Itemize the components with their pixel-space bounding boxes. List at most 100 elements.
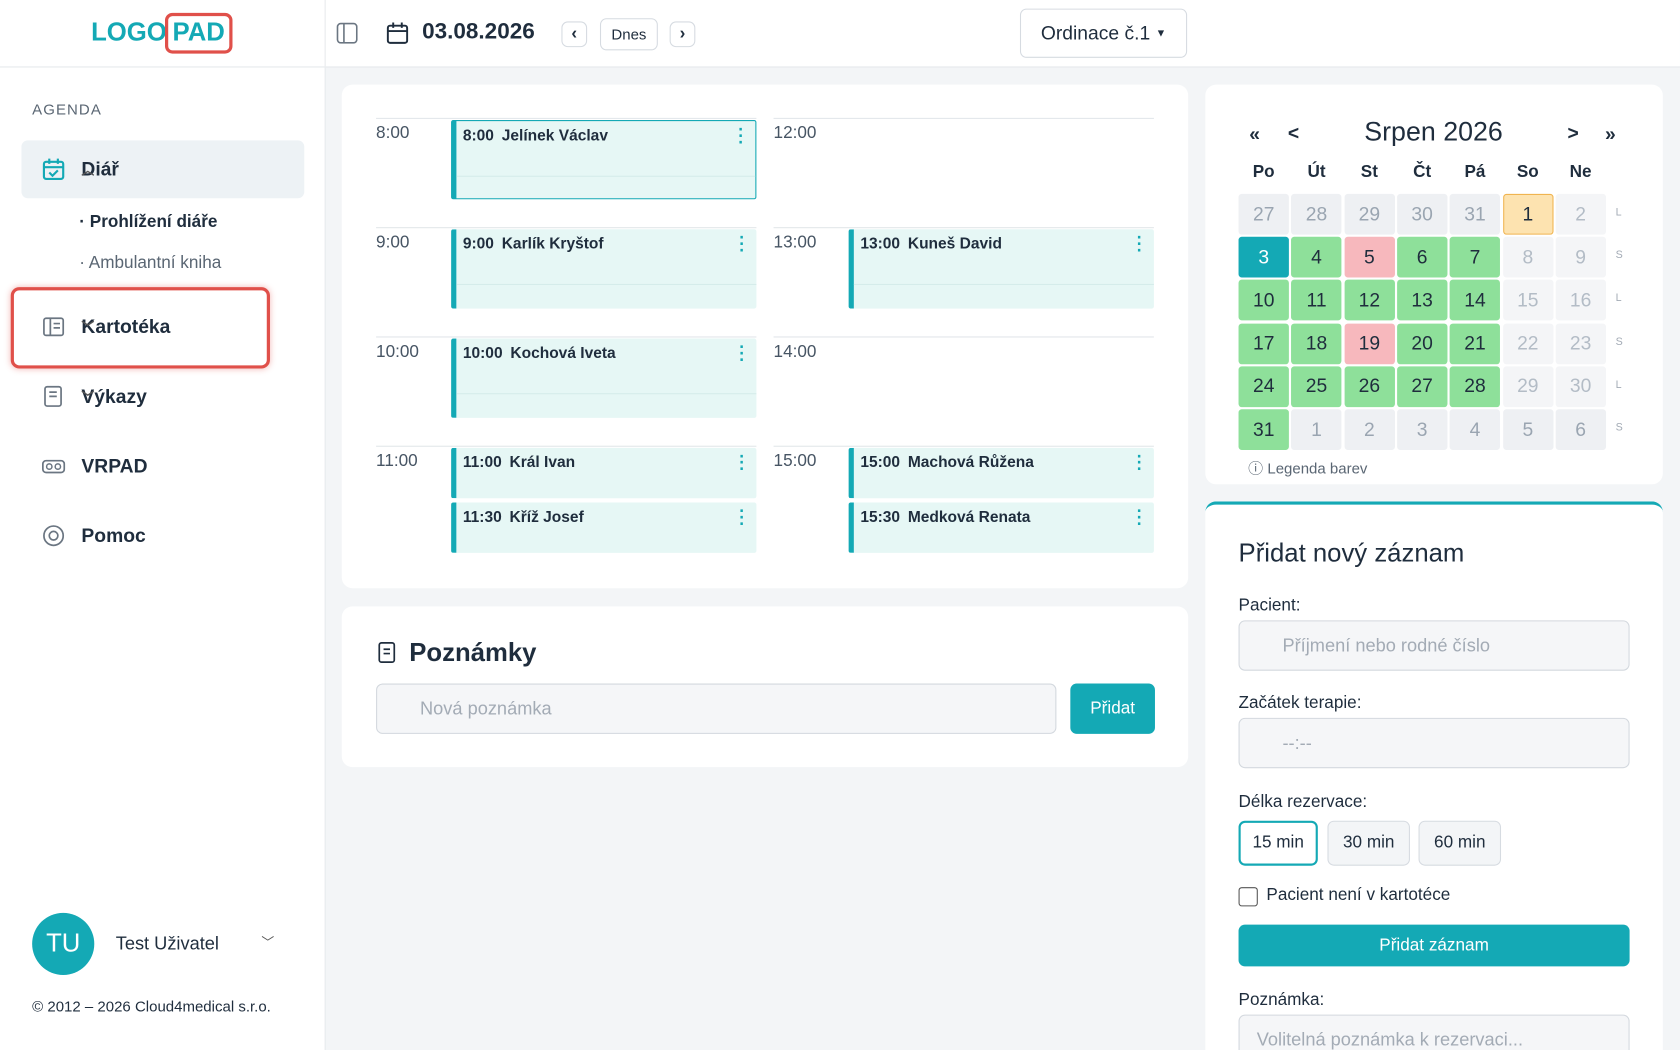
- color-legend[interactable]: ⓘ Legenda barev: [1248, 459, 1368, 477]
- calendar-day[interactable]: 26: [1344, 366, 1395, 407]
- appointment-name: Karlík Kryštof: [501, 235, 604, 253]
- office-select[interactable]: Ordinace č.1 ▼: [1019, 8, 1188, 58]
- checkbox[interactable]: [1238, 887, 1258, 907]
- nav-label: Výkazy: [81, 385, 147, 407]
- nav-item[interactable]: Pomoc: [21, 507, 304, 565]
- calendar-day[interactable]: 1: [1291, 409, 1342, 450]
- avatar[interactable]: TU: [32, 912, 95, 975]
- calendar-day[interactable]: 7: [1449, 236, 1501, 278]
- nav-item[interactable]: Výkazy ﹀: [21, 367, 304, 425]
- calendar-day[interactable]: 2: [1344, 409, 1395, 450]
- more-menu[interactable]: · · ·: [739, 447, 745, 479]
- prev-month[interactable]: <: [1287, 122, 1300, 144]
- checkbox-label[interactable]: Pacient není v kartotéce: [1266, 886, 1451, 905]
- appointment[interactable]: 9:00 Karlík Kryštof · · ·: [451, 229, 757, 309]
- next-month[interactable]: >: [1567, 122, 1579, 144]
- more-menu[interactable]: · · ·: [738, 121, 744, 153]
- calendar-day[interactable]: 22: [1502, 323, 1553, 364]
- calendar-day[interactable]: 5: [1344, 236, 1395, 278]
- calendar-day[interactable]: 21: [1449, 323, 1501, 364]
- week-mark: L: [1615, 379, 1622, 391]
- calendar-day[interactable]: 28: [1449, 366, 1501, 407]
- patient-input[interactable]: Příjmení nebo rodné číslo: [1238, 620, 1630, 671]
- calendar-day[interactable]: 27: [1238, 193, 1289, 235]
- prev-day[interactable]: ‹: [561, 21, 588, 48]
- calendar-day[interactable]: 29: [1502, 366, 1553, 407]
- appointment[interactable]: 11:00 Král Ivan · · ·: [451, 447, 757, 499]
- appointment[interactable]: 10:00 Kochová Iveta · · ·: [451, 338, 757, 418]
- add-note-button[interactable]: Přidat: [1070, 683, 1155, 734]
- nav-item[interactable]: VRPAD: [21, 437, 304, 495]
- calendar-day[interactable]: 31: [1449, 193, 1501, 235]
- calendar-day[interactable]: 2: [1555, 193, 1606, 235]
- calendar-day[interactable]: 1: [1502, 193, 1553, 235]
- calendar-icon[interactable]: [386, 21, 410, 45]
- length-option[interactable]: 30 min: [1327, 820, 1410, 866]
- calendar-day[interactable]: 11: [1291, 280, 1342, 321]
- sub-nav-item[interactable]: · Prohlížení diáře: [79, 213, 218, 232]
- weekday: Ne: [1569, 162, 1592, 182]
- length-option[interactable]: 15 min: [1238, 820, 1318, 866]
- calendar-day[interactable]: 10: [1238, 280, 1289, 321]
- week-mark: L: [1615, 206, 1622, 219]
- start-input[interactable]: --:--: [1238, 717, 1630, 769]
- calendar-day[interactable]: 28: [1291, 193, 1342, 235]
- calendar-day[interactable]: 27: [1396, 366, 1448, 407]
- calendar-day[interactable]: 5: [1502, 409, 1553, 450]
- calendar-day[interactable]: 14: [1449, 280, 1501, 321]
- next-year[interactable]: »: [1604, 123, 1616, 145]
- calendar-day[interactable]: 18: [1291, 323, 1342, 364]
- calendar-day[interactable]: 13: [1396, 280, 1448, 321]
- appointment[interactable]: 15:00 Machová Růžena · · ·: [848, 447, 1154, 499]
- calendar-day[interactable]: 20: [1396, 323, 1448, 364]
- calendar-day[interactable]: 17: [1238, 323, 1289, 364]
- calendar-day[interactable]: 25: [1291, 366, 1342, 407]
- appointment-time: 11:30: [462, 508, 502, 527]
- nav-item[interactable]: Diář ︿: [21, 140, 305, 199]
- calendar-day[interactable]: 23: [1555, 323, 1606, 364]
- next-day[interactable]: ›: [669, 21, 696, 48]
- current-date[interactable]: 03.08.2026: [422, 19, 535, 44]
- more-menu[interactable]: · · ·: [739, 502, 745, 534]
- calendar-day[interactable]: 19: [1344, 323, 1395, 364]
- nav-item[interactable]: Kartotéka ﹀: [21, 298, 304, 356]
- calendar-day[interactable]: 24: [1238, 366, 1289, 407]
- calendar-day[interactable]: 3: [1238, 236, 1289, 278]
- calendar-day[interactable]: 6: [1555, 409, 1606, 450]
- calendar-day[interactable]: 16: [1555, 280, 1606, 321]
- appointment[interactable]: 13:00 Kuneš David · · ·: [848, 229, 1154, 309]
- calendar-day[interactable]: 30: [1555, 366, 1606, 407]
- more-menu[interactable]: · · ·: [1136, 229, 1143, 261]
- appointment[interactable]: 11:30 Kříž Josef · · ·: [451, 502, 757, 553]
- chevron[interactable]: ﹀: [261, 935, 275, 951]
- today-button[interactable]: Dnes: [599, 18, 658, 51]
- calendar-day[interactable]: 4: [1291, 236, 1342, 278]
- submit-button[interactable]: Přidat záznam: [1238, 924, 1630, 967]
- prev-year[interactable]: «: [1249, 123, 1260, 145]
- calendar-day[interactable]: 8: [1502, 236, 1553, 278]
- calendar-day[interactable]: 4: [1449, 409, 1501, 450]
- calendar-day[interactable]: 3: [1396, 409, 1448, 450]
- logo-bar[interactable]: LOGO PAD: [0, 0, 325, 68]
- note-input[interactable]: Volitelná poznámka k rezervaci...: [1238, 1014, 1630, 1050]
- sidebar-toggle[interactable]: [336, 22, 358, 44]
- more-menu[interactable]: · · ·: [1136, 502, 1143, 534]
- length-option[interactable]: 60 min: [1418, 820, 1502, 866]
- more-menu[interactable]: · · ·: [739, 229, 745, 261]
- calendar-day[interactable]: 29: [1344, 193, 1395, 235]
- calendar-day[interactable]: 12: [1344, 280, 1395, 321]
- nav-label: VRPAD: [81, 454, 148, 477]
- more-menu[interactable]: · · ·: [739, 338, 745, 370]
- appointment[interactable]: 15:30 Medková Renata · · ·: [848, 502, 1154, 553]
- calendar-day[interactable]: 30: [1396, 193, 1448, 235]
- note-input[interactable]: Nová poznámka: [376, 683, 1057, 734]
- calendar-day[interactable]: 31: [1238, 409, 1289, 450]
- calendar-day[interactable]: 9: [1555, 236, 1606, 278]
- user-name[interactable]: Test Uživatel: [115, 933, 219, 954]
- appointment[interactable]: 8:00 Jelínek Václav · · ·: [451, 119, 757, 200]
- weekday: Út: [1307, 162, 1326, 182]
- calendar-day[interactable]: 6: [1396, 236, 1448, 278]
- more-menu[interactable]: · · ·: [1136, 447, 1143, 479]
- calendar-day[interactable]: 15: [1502, 280, 1553, 321]
- sub-nav-item[interactable]: · Ambulantní kniha: [79, 253, 222, 273]
